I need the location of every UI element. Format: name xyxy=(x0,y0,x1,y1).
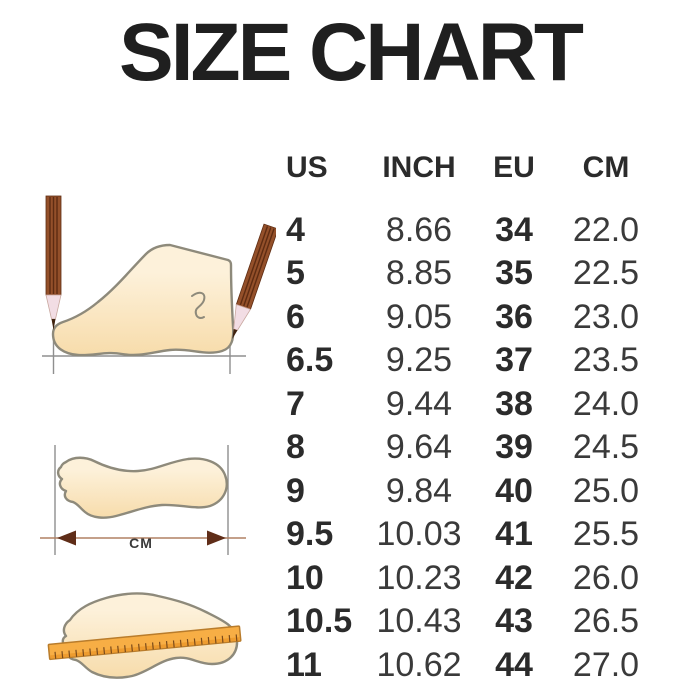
cell-cm: 27.0 xyxy=(572,645,640,684)
column-header-eu: EU xyxy=(493,151,535,184)
cell-eu: 36 xyxy=(495,297,533,336)
table-row: 10 10.23 42 26.0 xyxy=(283,556,665,600)
cell-cm: 25.0 xyxy=(572,471,640,510)
cell-inch: 9.25 xyxy=(385,341,453,380)
cell-cm: 25.5 xyxy=(572,515,640,554)
cell-inch: 10.43 xyxy=(376,602,462,641)
column-header-cm: CM xyxy=(582,151,630,184)
table-row: 5 8.85 35 22.5 xyxy=(283,252,665,296)
table-row: 4 8.66 34 22.0 xyxy=(283,208,665,252)
cell-inch: 9.44 xyxy=(385,384,453,423)
cell-inch: 10.23 xyxy=(376,558,462,597)
cell-inch: 10.62 xyxy=(376,645,462,684)
pencil-vertical-icon xyxy=(45,195,62,330)
cell-us: 4 xyxy=(286,210,305,249)
cell-us: 5 xyxy=(286,254,305,293)
size-table: US INCH EU CM 4 8.66 34 22.0 5 8.85 35 22.5 6 9.05 36… xyxy=(283,150,665,687)
footprint-ruler-svg xyxy=(47,592,242,679)
ruler-icon xyxy=(47,625,242,661)
table-row: 8 9.64 39 24.5 xyxy=(283,426,665,470)
cell-eu: 39 xyxy=(495,428,533,467)
table-row: 9 9.84 40 25.0 xyxy=(283,469,665,513)
footprint-length-illustration: CM xyxy=(30,415,260,560)
cell-eu: 43 xyxy=(495,602,533,641)
cm-length-label: CM xyxy=(129,535,153,551)
cell-inch: 8.66 xyxy=(385,210,453,249)
pencil-tilted-icon xyxy=(232,223,279,340)
cell-eu: 38 xyxy=(495,384,533,423)
cell-cm: 26.0 xyxy=(572,558,640,597)
cell-cm: 26.5 xyxy=(572,602,640,641)
cell-cm: 24.0 xyxy=(572,384,640,423)
cell-eu: 44 xyxy=(495,645,533,684)
cell-us: 7 xyxy=(286,384,305,423)
cell-eu: 40 xyxy=(495,471,533,510)
cell-us: 10 xyxy=(286,558,324,597)
footprint-length-svg xyxy=(40,445,246,555)
cell-us: 8 xyxy=(286,428,305,467)
length-arrow xyxy=(40,530,246,546)
cell-eu: 37 xyxy=(495,341,533,380)
cell-inch: 8.85 xyxy=(385,254,453,293)
footprint-shape xyxy=(56,456,228,519)
page-title: SIZE CHART xyxy=(119,7,584,98)
cell-us: 11 xyxy=(286,645,322,684)
foot-side-measure-illustration xyxy=(20,188,279,380)
cell-us: 6.5 xyxy=(286,341,334,380)
size-table-header: US INCH EU CM xyxy=(283,150,665,186)
size-table-body: 4 8.66 34 22.0 5 8.85 35 22.5 6 9.05 36 23.0 6.5 9.25… xyxy=(283,208,665,687)
foot-side-measure-svg xyxy=(42,195,279,374)
cell-us: 10.5 xyxy=(286,602,353,641)
cell-inch: 10.03 xyxy=(376,515,462,554)
measure-boundary-lines xyxy=(54,445,229,555)
cell-cm: 23.0 xyxy=(572,297,640,336)
column-header-us: US xyxy=(286,151,328,184)
cell-inch: 9.64 xyxy=(385,428,453,467)
table-row: 6.5 9.25 37 23.5 xyxy=(283,339,665,383)
cell-cm: 23.5 xyxy=(572,341,640,380)
foot-side-shape xyxy=(51,243,235,357)
cell-us: 6 xyxy=(286,297,305,336)
cell-cm: 24.5 xyxy=(572,428,640,467)
cell-inch: 9.84 xyxy=(385,471,453,510)
cell-inch: 9.05 xyxy=(385,297,453,336)
cell-us: 9 xyxy=(286,471,305,510)
cell-eu: 41 xyxy=(495,515,533,554)
cell-cm: 22.5 xyxy=(572,254,640,293)
table-row: 7 9.44 38 24.0 xyxy=(283,382,665,426)
table-row: 6 9.05 36 23.0 xyxy=(283,295,665,339)
ankle-mark xyxy=(191,291,206,319)
table-row: 11 10.62 44 27.0 xyxy=(283,643,665,687)
table-row: 10.5 10.43 43 26.5 xyxy=(283,600,665,644)
cell-eu: 35 xyxy=(495,254,533,293)
column-header-inch: INCH xyxy=(382,151,456,184)
table-row: 9.5 10.03 41 25.5 xyxy=(283,513,665,557)
footprint-ruler-illustration xyxy=(40,582,250,687)
cell-cm: 22.0 xyxy=(572,210,640,249)
cell-eu: 34 xyxy=(495,210,533,249)
cell-eu: 42 xyxy=(495,558,533,597)
cell-us: 9.5 xyxy=(286,515,334,554)
